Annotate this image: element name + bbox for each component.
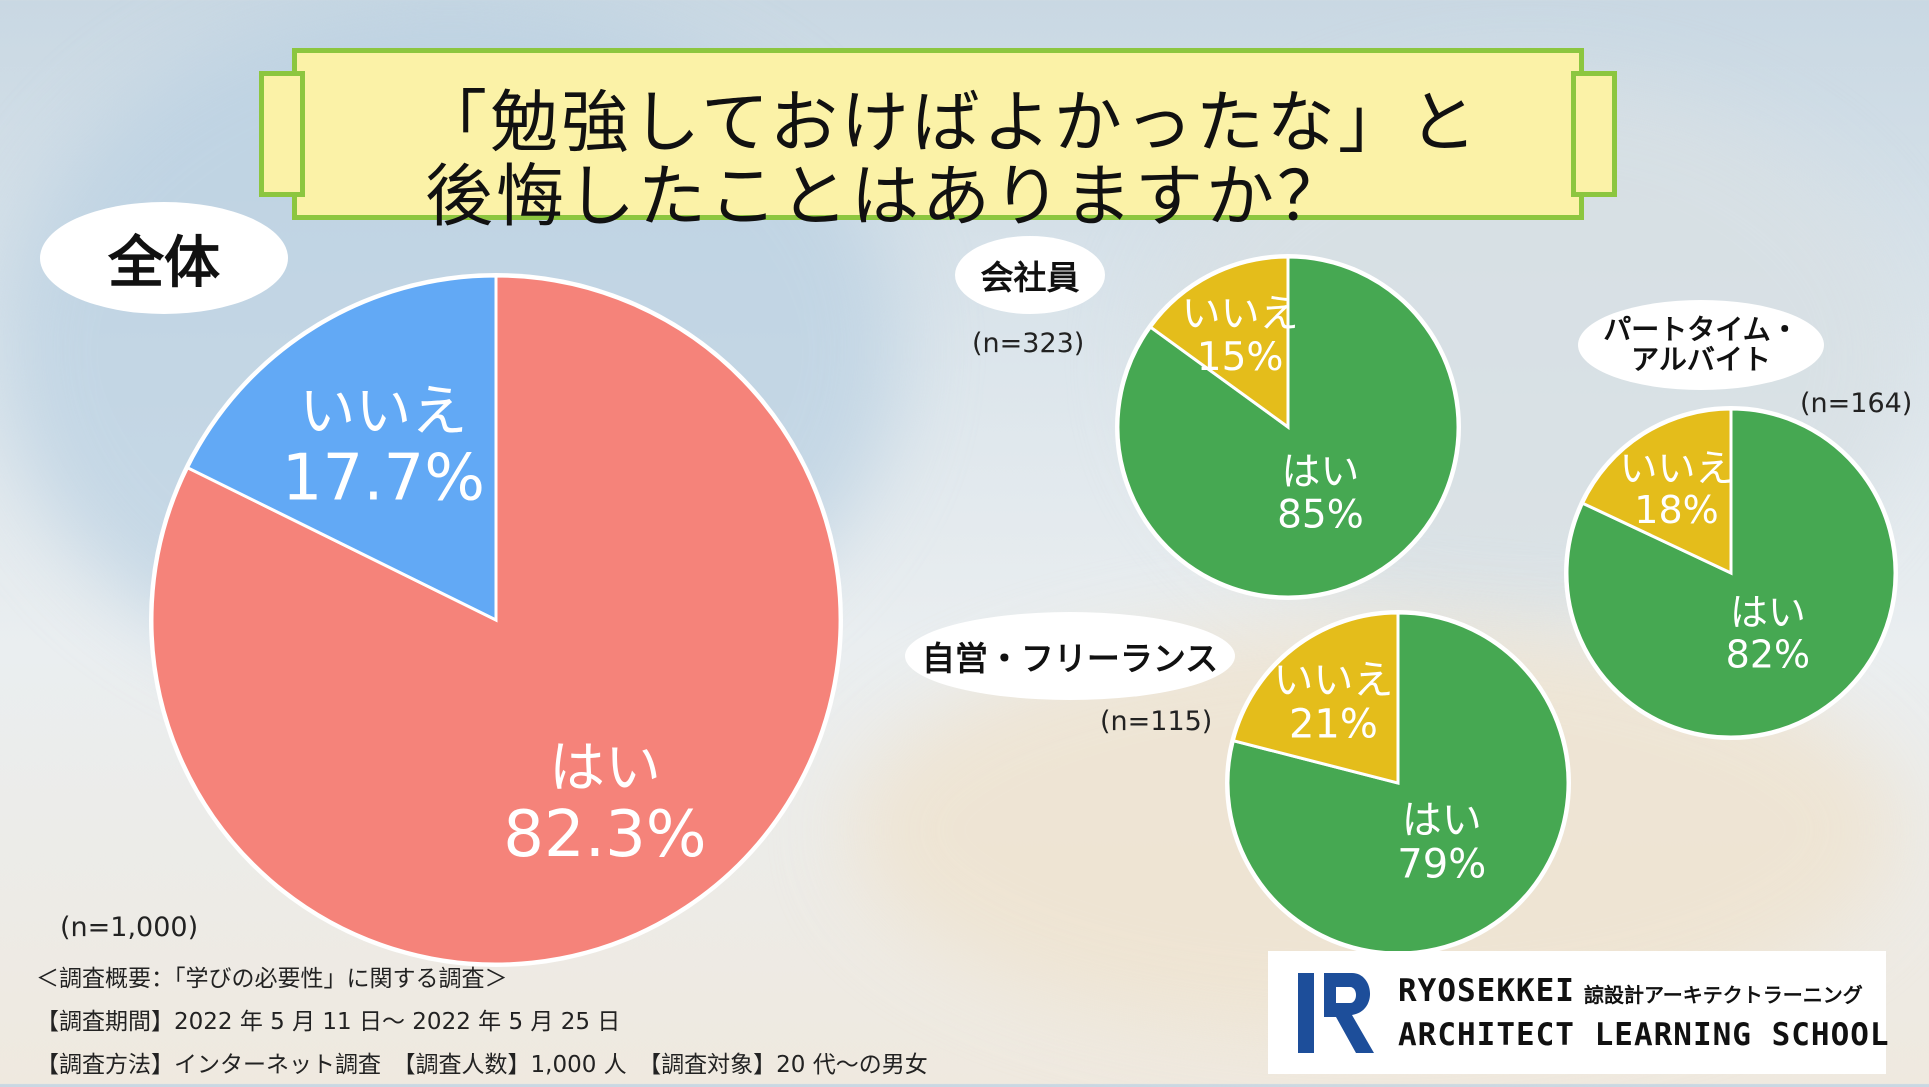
school-logo: RYOSEKKEI ARCHITECT LEARNING SCHOOL 諒設計ア… bbox=[1268, 951, 1889, 1074]
pie-slice-no bbox=[185, 274, 498, 623]
survey-notes: ＜調査概要：「学びの必要性」に関する調査＞ 【調査期間】2022 年 5 月 1… bbox=[36, 958, 928, 1087]
pie-slice-yes bbox=[1226, 611, 1570, 955]
group-label-freelance: 自営・フリーランス bbox=[905, 612, 1235, 700]
n-count-overall: (n=1,000) bbox=[60, 912, 199, 943]
n-count-freelance: (n=115) bbox=[1100, 706, 1213, 737]
pie-value-no: 21% bbox=[1289, 702, 1378, 748]
pie-value-yes: 82.3% bbox=[503, 798, 706, 872]
survey-period: 【調査期間】2022 年 5 月 11 日〜 2022 年 5 月 25 日 bbox=[36, 1009, 621, 1035]
title-line-1: 「勉強しておけばよかったな」と bbox=[419, 84, 1480, 163]
survey-summary: ＜調査概要：「学びの必要性」に関する調査＞ bbox=[36, 966, 508, 992]
logo-text-line2: ARCHITECT LEARNING SCHOOL bbox=[1398, 1017, 1890, 1053]
pie-slice-no bbox=[1148, 255, 1290, 430]
logo-text-japanese: 諒設計アーキテクトラーニング bbox=[1584, 983, 1863, 1007]
pie-label-yes: はい bbox=[1281, 450, 1359, 495]
pie-label-yes: はい bbox=[1402, 797, 1482, 843]
group-label-parttime-line1: パートタイム・ bbox=[1603, 313, 1799, 346]
pie-value-yes: 82% bbox=[1726, 632, 1810, 676]
pie-label-yes: はい bbox=[549, 736, 661, 801]
n-count-employee: (n=323) bbox=[972, 328, 1085, 359]
group-label-overall: 全体 bbox=[40, 202, 288, 314]
group-label-parttime: パートタイム・ アルバイト bbox=[1578, 300, 1824, 390]
pie-value-yes: 79% bbox=[1397, 841, 1486, 887]
group-label-employee: 会社員 bbox=[955, 236, 1105, 314]
pie-value-no: 18% bbox=[1634, 488, 1718, 532]
pie-slice-no bbox=[1580, 407, 1733, 576]
survey-method: 【調査方法】インターネット調査 【調査人数】1,000 人 【調査対象】20 代… bbox=[36, 1052, 928, 1078]
group-label-parttime-line2: アルバイト bbox=[1631, 343, 1771, 376]
pie-value-no: 15% bbox=[1197, 335, 1284, 380]
title-line-2: 後悔したことはありますか？ bbox=[425, 158, 1349, 237]
pie-label-no: いいえ bbox=[1620, 446, 1734, 490]
pie-slice-yes bbox=[1116, 255, 1460, 599]
n-count-parttime: (n=164) bbox=[1800, 388, 1913, 419]
title-banner: 「勉強しておけばよかったな」と 後悔したことはありますか？ bbox=[259, 48, 1617, 237]
pie-label-no: いいえ bbox=[1182, 292, 1299, 337]
pie-slice-no bbox=[1231, 611, 1400, 785]
logo-text-line1: RYOSEKKEI bbox=[1398, 973, 1575, 1009]
pie-value-yes: 85% bbox=[1277, 493, 1364, 538]
pie-label-yes: はい bbox=[1730, 590, 1806, 634]
logo-icon bbox=[1298, 973, 1374, 1053]
pie-label-no: いいえ bbox=[299, 379, 467, 444]
pie-label-no: いいえ bbox=[1273, 658, 1393, 704]
pie-value-no: 17.7% bbox=[282, 442, 485, 516]
